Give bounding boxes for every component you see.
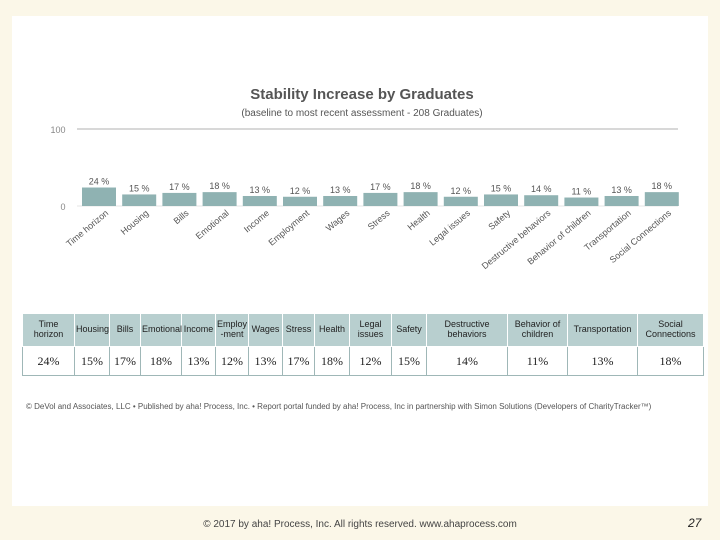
table-cell: 13% <box>181 346 216 376</box>
bar-14 <box>644 192 679 206</box>
bar-value-label: 15 % <box>129 183 150 193</box>
table-header-cell: Time horizon <box>22 313 75 347</box>
bar-3 <box>202 192 237 206</box>
table-cell: 24% <box>22 346 75 376</box>
table-header-cell: Bills <box>109 313 141 347</box>
bar-value-label: 13 % <box>250 185 271 195</box>
x-tick-label: Emotional <box>194 208 231 241</box>
table-header-cell: Health <box>314 313 350 347</box>
bar-10 <box>484 194 518 206</box>
table-cell: 13% <box>567 346 638 376</box>
table-header-cell: Wages <box>248 313 283 347</box>
table-header-cell: Behavior of children <box>507 313 568 347</box>
bar-series: 24 % Time horizon 15 % Housing 17 % Bills 18 %… <box>64 177 679 272</box>
table-header-cell: Income <box>181 313 216 347</box>
table-cell: 15% <box>391 346 427 376</box>
table-cell: 12% <box>349 346 392 376</box>
bar-2 <box>162 192 197 206</box>
x-tick-label: Housing <box>119 208 151 237</box>
x-tick-label: Health <box>406 208 432 232</box>
table-cell: 11% <box>507 346 568 376</box>
chart-title: Stability Increase by Graduates <box>250 86 473 103</box>
x-tick-label: Safety <box>486 208 512 232</box>
page-number: 27 <box>688 516 702 530</box>
table-cell: 13% <box>248 346 283 376</box>
table-cell: 12% <box>215 346 249 376</box>
bar-12 <box>564 197 599 206</box>
table-header-row: Time horizon Housing Bills Emotional Income E… <box>22 313 704 347</box>
x-tick-label: Legal issues <box>427 208 472 248</box>
bar-value-label: 13 % <box>330 185 351 195</box>
data-table: Time horizon Housing Bills Emotional Income E… <box>22 313 704 376</box>
bar-7 <box>363 192 398 206</box>
table-header-cell: Transportation <box>567 313 638 347</box>
x-tick-label: Employment <box>267 208 312 248</box>
table-header-cell: Legal issues <box>349 313 392 347</box>
x-tick-label: Time horizon <box>64 208 110 249</box>
credit-line: © DeVol and Associates, LLC • Published … <box>26 402 652 411</box>
bar-5 <box>283 196 317 206</box>
table-header-cell: Emotional <box>140 313 182 347</box>
bar-chart: Stability Increase by Graduates (baselin… <box>50 86 679 272</box>
y-tick-label-bottom: 0 <box>60 202 65 212</box>
table-header-cell: Employ -ment <box>215 313 249 347</box>
bar-13 <box>604 195 639 206</box>
table-cell: 18% <box>140 346 182 376</box>
bar-value-label: 11 % <box>571 187 591 197</box>
bar-9 <box>443 196 478 206</box>
table-cell: 17% <box>109 346 141 376</box>
bar-value-label: 15 % <box>491 183 512 193</box>
bar-value-label: 14 % <box>531 184 552 194</box>
table-header-cell: Destructive behaviors <box>426 313 508 347</box>
bar-8 <box>403 192 438 206</box>
chart-subtitle: (baseline to most recent assessment - 20… <box>241 108 482 119</box>
bar-value-label: 18 % <box>652 181 673 191</box>
table-cell: 18% <box>637 346 704 376</box>
table-cell: 14% <box>426 346 508 376</box>
table-header-cell: Housing <box>74 313 110 347</box>
bar-value-label: 18 % <box>410 181 431 191</box>
bar-6 <box>323 195 358 206</box>
bar-value-label: 13 % <box>611 185 632 195</box>
bar-0 <box>82 187 116 206</box>
bar-value-label: 17 % <box>370 182 391 192</box>
bar-value-label: 18 % <box>209 181 230 191</box>
bar-value-label: 17 % <box>169 182 190 192</box>
bar-4 <box>242 195 277 206</box>
table-cell: 18% <box>314 346 350 376</box>
x-tick-label: Income <box>242 208 271 235</box>
x-tick-label: Wages <box>324 208 352 234</box>
table-cell: 17% <box>282 346 315 376</box>
bar-value-label: 24 % <box>89 177 110 187</box>
bar-value-label: 12 % <box>451 186 472 196</box>
bar-1 <box>122 194 157 206</box>
bar-11 <box>524 195 559 206</box>
table-header-cell: Social Connections <box>637 313 704 347</box>
x-tick-label: Stress <box>366 208 392 232</box>
x-tick-label: Destructive behaviors <box>480 208 553 272</box>
footer-copyright: © 2017 by aha! Process, Inc. All rights … <box>203 519 517 530</box>
table-header-cell: Safety <box>391 313 427 347</box>
x-tick-label: Bills <box>172 208 191 227</box>
bar-value-label: 12 % <box>290 186 311 196</box>
table-row: 24% 15% 17% 18% 13% 12% 13% 17% 18% 12% 15% 14% 11% 1… <box>22 346 704 376</box>
y-tick-label-top: 100 <box>50 125 65 135</box>
table-header-cell: Stress <box>282 313 315 347</box>
slide-canvas <box>12 16 708 506</box>
table-cell: 15% <box>74 346 110 376</box>
